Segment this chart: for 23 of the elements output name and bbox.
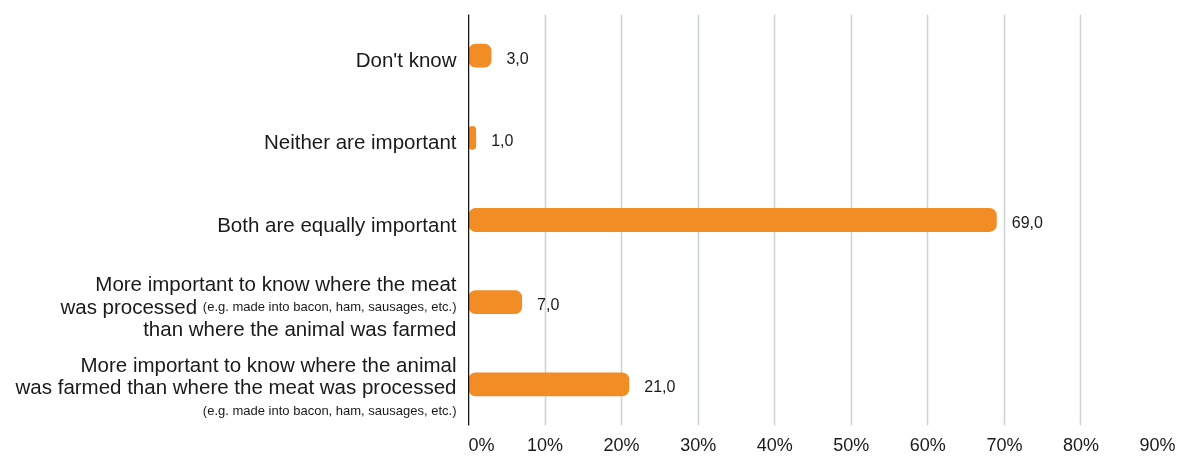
x-tick-label: 80% bbox=[1062, 434, 1099, 455]
y-tick-label: More important to know where the meat was processed (e.g. made into bacon, ham, sausages, etc.) than where the animal was farmed bbox=[59, 272, 457, 341]
x-tick-label: 90% bbox=[1139, 434, 1176, 455]
y-tick-label: Neither are important bbox=[263, 130, 457, 154]
y-tick-label: More important to know where the animal was farmed than where the meat was processed (e.g. made into bacon, ham, sausages, etc.) bbox=[14, 352, 457, 419]
data-label: 3,0 bbox=[506, 49, 529, 67]
y-tick-label: Don't know bbox=[355, 48, 457, 72]
data-label: 21,0 bbox=[644, 378, 676, 396]
x-tick-label: 70% bbox=[986, 434, 1023, 455]
bar bbox=[468, 208, 997, 232]
x-tick-label: 0% bbox=[468, 434, 495, 455]
x-tick-label: 30% bbox=[680, 434, 717, 455]
x-tick-label: 40% bbox=[756, 434, 793, 455]
x-tick-label: 10% bbox=[527, 434, 564, 455]
data-label: 7,0 bbox=[537, 296, 560, 314]
bar bbox=[468, 290, 523, 315]
x-tick-label: 50% bbox=[833, 434, 870, 455]
y-tick-label: Both are equally important bbox=[217, 212, 457, 236]
data-label: 1,0 bbox=[491, 131, 514, 149]
bar bbox=[468, 372, 630, 397]
x-tick-label: 20% bbox=[603, 434, 640, 455]
x-tick-label: 60% bbox=[909, 434, 946, 455]
data-label: 69,0 bbox=[1011, 214, 1043, 231]
